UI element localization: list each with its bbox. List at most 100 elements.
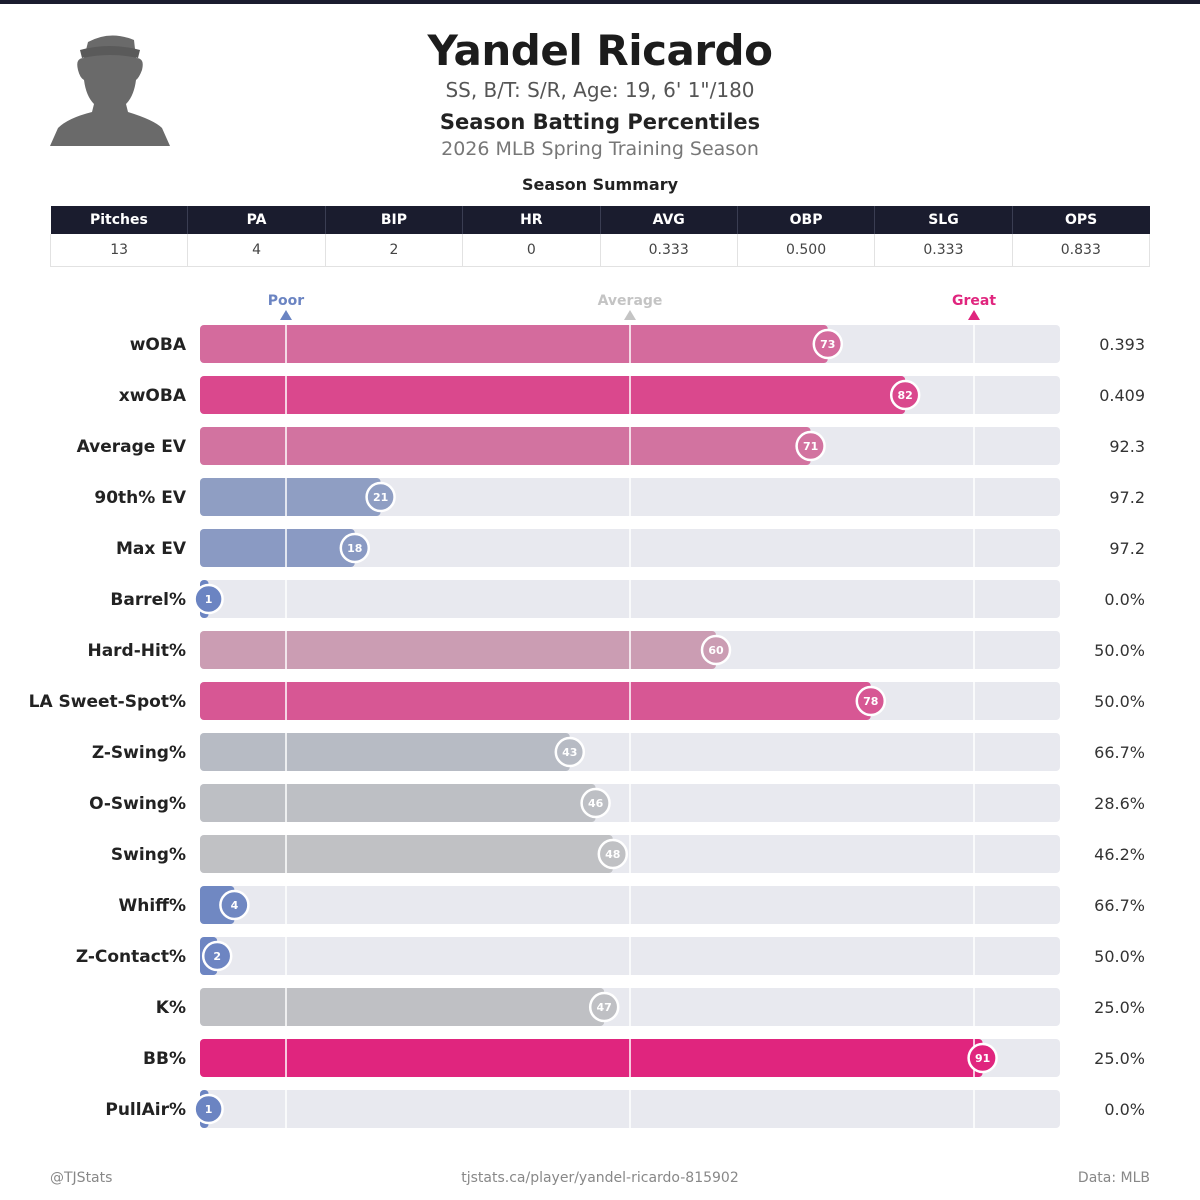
bar-hard-hit-pct <box>200 631 716 669</box>
player-name: Yandel Ricardo <box>427 26 773 75</box>
scale-marker-great-icon <box>968 310 980 320</box>
stat-value-z-contact-pct: 50.0% <box>1094 947 1145 966</box>
bar-bb-pct <box>200 1039 983 1077</box>
percentile-label-hard-hit-pct: 60 <box>708 644 724 657</box>
metric-label-pullair-pct: PullAir% <box>105 1100 186 1120</box>
percentile-label-z-swing-pct: 43 <box>562 746 577 759</box>
percentile-label-pullair-pct: 1 <box>205 1103 213 1116</box>
bar-z-swing-pct <box>200 733 570 771</box>
summary-header-bip: BIP <box>325 206 464 234</box>
percentile-dot-barrel-pct <box>193 583 224 615</box>
percentile-dot-woba <box>812 328 844 360</box>
stat-value-la-sweet-spot-pct: 50.0% <box>1094 692 1145 711</box>
metric-label-o-swing-pct: O-Swing% <box>89 794 186 814</box>
summary-header-avg: AVG <box>600 206 738 234</box>
percentile-label-barrel-pct: 1 <box>205 593 213 606</box>
summary-value-row: 13 4 2 0 0.333 0.500 0.333 0.833 <box>49 234 1151 267</box>
summary-value-slg: 0.333 <box>874 234 1013 267</box>
percentile-label-bb-pct: 91 <box>975 1052 990 1065</box>
bar-o-swing-pct <box>200 784 596 822</box>
footer-handle: @TJStats <box>50 1170 113 1186</box>
bar-average-ev <box>200 427 811 465</box>
percentile-label-z-contact-pct: 2 <box>213 950 221 963</box>
metric-label-whiff-pct: Whiff% <box>119 896 187 916</box>
metric-label-la-sweet-spot-pct: LA Sweet-Spot% <box>29 692 186 712</box>
stat-value-woba: 0.393 <box>1099 335 1145 354</box>
summary-value-pitches: 13 <box>49 234 189 267</box>
stat-value-90th-pct-ev: 97.2 <box>1109 488 1145 507</box>
percentile-dot-90th-pct-ev <box>365 481 396 513</box>
percentile-dot-hard-hit-pct <box>700 634 732 666</box>
percentile-label-woba: 73 <box>820 338 835 351</box>
bar-xwoba <box>200 376 906 414</box>
percentile-dot-bb-pct <box>967 1042 998 1074</box>
footer-source: Data: MLB <box>1077 1170 1150 1186</box>
season-summary-table: Pitches PA BIP HR AVG OBP SLG OPS 13 4 2… <box>49 206 1151 267</box>
stat-value-z-swing-pct: 66.7% <box>1094 743 1145 762</box>
metric-label-90th-pct-ev: 90th% EV <box>94 488 186 508</box>
metric-label-max-ev: Max EV <box>116 539 187 559</box>
stat-value-hard-hit-pct: 50.0% <box>1094 641 1145 660</box>
section-title: Season Batting Percentiles <box>439 110 761 134</box>
summary-value-obp: 0.500 <box>737 234 876 267</box>
bar-woba <box>200 325 828 363</box>
percentile-dot-la-sweet-spot-pct <box>855 685 887 717</box>
player-details: SS, B/T: S/R, Age: 19, 6' 1"/180 <box>445 78 755 102</box>
summary-value-ops: 0.833 <box>1012 234 1151 267</box>
stat-value-swing-pct: 46.2% <box>1094 845 1145 864</box>
stat-value-k-pct: 25.0% <box>1094 998 1145 1017</box>
scale-marker-average-icon <box>624 310 636 320</box>
percentile-dot-max-ev <box>339 532 371 564</box>
stat-value-average-ev: 92.3 <box>1109 437 1145 456</box>
bar-swing-pct <box>200 835 613 873</box>
summary-header-pa: PA <box>187 206 326 234</box>
stat-value-barrel-pct: 0.0% <box>1104 590 1145 609</box>
summary-title: Season Summary <box>521 175 679 194</box>
scale-label-great: Great <box>952 293 996 309</box>
percentile-dot-o-swing-pct <box>580 787 611 819</box>
percentile-dot-average-ev <box>795 430 826 462</box>
percentile-label-whiff-pct: 4 <box>231 899 239 912</box>
bar-k-pct <box>200 988 605 1026</box>
bar-90th-pct-ev <box>200 478 381 516</box>
bar-la-sweet-spot-pct <box>200 682 871 720</box>
metric-label-k-pct: K% <box>156 998 186 1018</box>
percentile-dot-pullair-pct <box>193 1093 224 1125</box>
stat-value-max-ev: 97.2 <box>1109 539 1145 558</box>
season-label: 2026 MLB Spring Training Season <box>441 138 759 160</box>
stat-value-whiff-pct: 66.7% <box>1094 896 1145 915</box>
percentile-label-k-pct: 47 <box>597 1001 612 1014</box>
scale-marker-poor-icon <box>280 310 292 320</box>
metric-label-average-ev: Average EV <box>77 437 187 457</box>
player-silhouette-icon <box>50 35 170 146</box>
metric-label-barrel-pct: Barrel% <box>110 590 186 610</box>
summary-header-ops: OPS <box>1012 206 1150 234</box>
scale-label-poor: Poor <box>268 293 304 309</box>
summary-header-pitches: Pitches <box>50 206 189 234</box>
summary-header-obp: OBP <box>737 206 876 234</box>
stat-value-o-swing-pct: 28.6% <box>1094 794 1145 813</box>
percentile-dot-swing-pct <box>597 838 629 870</box>
metric-label-z-contact-pct: Z-Contact% <box>76 947 186 967</box>
metric-label-xwoba: xwOBA <box>119 386 187 406</box>
summary-value-bip: 2 <box>325 234 464 267</box>
summary-header-hr: HR <box>462 206 601 234</box>
stat-value-bb-pct: 25.0% <box>1094 1049 1145 1068</box>
percentile-label-la-sweet-spot-pct: 78 <box>863 695 878 708</box>
percentile-dot-xwoba <box>889 379 921 411</box>
footer-url[interactable]: tjstats.ca/player/yandel-ricardo-815902 <box>461 1170 739 1186</box>
summary-value-hr: 0 <box>462 234 601 267</box>
percentile-label-swing-pct: 48 <box>605 848 620 861</box>
metric-label-hard-hit-pct: Hard-Hit% <box>87 641 186 661</box>
summary-value-avg: 0.333 <box>600 234 738 267</box>
summary-header-row: Pitches PA BIP HR AVG OBP SLG OPS <box>50 206 1150 234</box>
scale-label-average: Average <box>598 293 663 309</box>
percentile-label-average-ev: 71 <box>803 440 818 453</box>
summary-header-slg: SLG <box>874 206 1013 234</box>
metric-label-bb-pct: BB% <box>143 1049 186 1069</box>
percentile-dot-whiff-pct <box>219 889 250 921</box>
summary-value-pa: 4 <box>187 234 326 267</box>
percentile-dot-z-contact-pct <box>201 940 233 972</box>
percentile-label-max-ev: 18 <box>347 542 362 555</box>
percentile-label-o-swing-pct: 46 <box>588 797 604 810</box>
